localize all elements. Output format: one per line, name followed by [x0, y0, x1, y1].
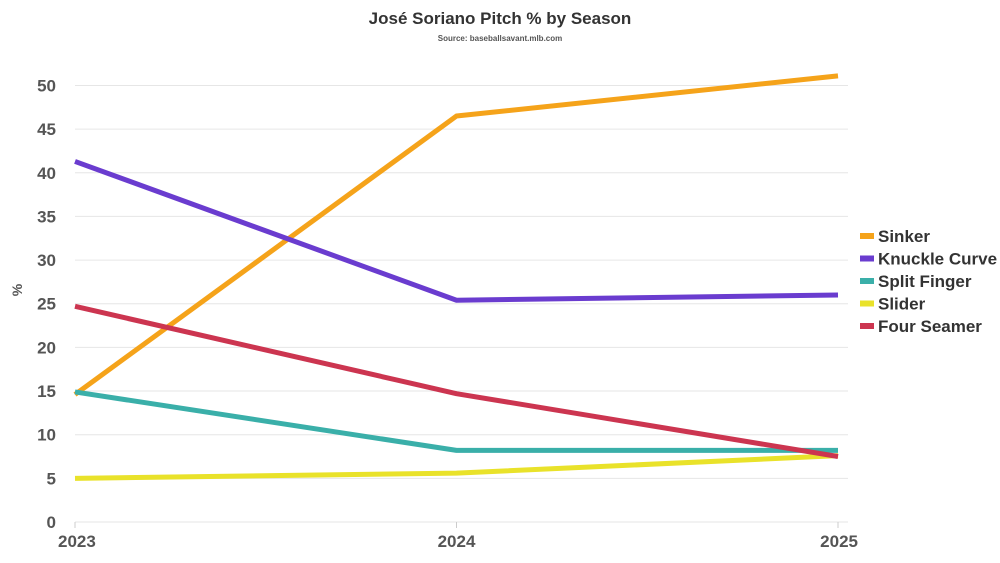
legend-swatch: [860, 300, 874, 307]
y-tick-label: 25: [37, 295, 56, 314]
x-tick-label: 2023: [58, 532, 96, 551]
y-tick-label: 15: [37, 382, 56, 401]
series-line-slider: [74, 453, 839, 481]
series-line-split-finger: [74, 389, 838, 453]
y-tick-label: 35: [37, 207, 56, 226]
grid: [75, 84, 848, 523]
y-axis-label: %: [9, 283, 25, 296]
series-line-four-seamer: [74, 303, 839, 459]
legend-label: Sinker: [878, 227, 930, 246]
y-tick-label: 45: [37, 120, 56, 139]
legend-label: Knuckle Curve: [878, 250, 997, 269]
series-line-knuckle-curve: [74, 159, 839, 303]
x-axis-ticks: 2023 2024 2025: [58, 522, 858, 551]
legend-swatch: [860, 278, 874, 284]
x-tick-label: 2025: [820, 532, 858, 551]
series-line-sinker: [73, 73, 839, 397]
legend-label: Four Seamer: [878, 317, 982, 336]
y-tick-label: 50: [37, 76, 56, 95]
legend-swatch: [860, 233, 874, 239]
chart-title: José Soriano Pitch % by Season: [369, 9, 632, 28]
legend-swatch: [860, 255, 874, 262]
legend-swatch: [860, 323, 874, 329]
legend-label: Split Finger: [878, 272, 972, 291]
y-tick-label: 20: [37, 338, 56, 357]
series-lines: [73, 73, 839, 481]
y-axis-ticks: 0 5 10 15 20 25 30 35 40 45 50: [37, 76, 56, 532]
y-tick-label: 30: [37, 251, 56, 270]
y-tick-label: 40: [37, 164, 56, 183]
legend: Sinker Knuckle Curve Split Finger Slider Fou…: [860, 227, 997, 336]
y-tick-label: 0: [47, 513, 56, 532]
y-tick-label: 10: [37, 426, 56, 445]
legend-label: Slider: [878, 295, 926, 314]
x-tick-label: 2024: [438, 532, 476, 551]
chart-subtitle: Source: baseballsavant.mlb.com: [438, 34, 563, 43]
y-tick-label: 5: [47, 469, 56, 488]
